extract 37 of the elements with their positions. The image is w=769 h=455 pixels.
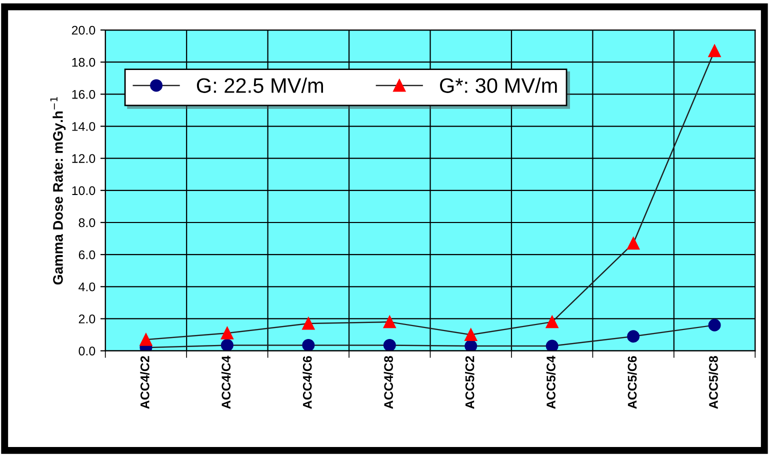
- y-tick-label: 16.0: [72, 90, 96, 99]
- x-tick-label: ACC4/C4: [221, 356, 231, 409]
- y-tick-label: 20.0: [72, 26, 96, 35]
- x-tick-label: ACC4/C8: [384, 356, 394, 409]
- point: [220, 338, 234, 351]
- y-tick-label: 6.0: [78, 250, 96, 260]
- y-tick-label: 14.0: [72, 122, 96, 131]
- point: [302, 338, 315, 351]
- point: [546, 316, 558, 328]
- point: [708, 318, 721, 332]
- y-axis-title: Gamma Dose Rate: mGy.h$^{−1}$: [50, 97, 66, 284]
- point: [220, 326, 234, 340]
- x-tick-label: ACC4/C2: [140, 356, 150, 409]
- y-tick-label: 0.0: [78, 346, 96, 356]
- point: [464, 328, 478, 342]
- y-tick-label: 2.0: [78, 314, 96, 324]
- point: [708, 44, 721, 58]
- x-tick-label: ACC5/C4: [546, 356, 556, 409]
- point: [140, 333, 152, 346]
- y-tick-label: 8.0: [78, 218, 96, 228]
- legend-label: G: 22.5 MV/m: [196, 78, 324, 93]
- y-tick-label: 4.0: [78, 282, 96, 292]
- x-tick-label: ACC5/C2: [465, 356, 474, 409]
- legend-label: G*: 30 MV/m: [440, 78, 557, 93]
- x-tick-label: ACC5/C8: [708, 356, 718, 409]
- point: [383, 316, 396, 328]
- point: [627, 237, 640, 250]
- x-tick-label: ACC5/C6: [627, 356, 637, 409]
- point: [383, 338, 396, 351]
- point: [302, 317, 315, 330]
- x-tick-label: ACC4/C6: [302, 356, 312, 409]
- y-tick-label: 18.0: [72, 58, 96, 67]
- point: [627, 330, 640, 343]
- point: [546, 340, 558, 351]
- y-tick-label: 10.0: [72, 186, 96, 196]
- y-tick-label: 12.0: [72, 154, 96, 163]
- point: [464, 340, 478, 351]
